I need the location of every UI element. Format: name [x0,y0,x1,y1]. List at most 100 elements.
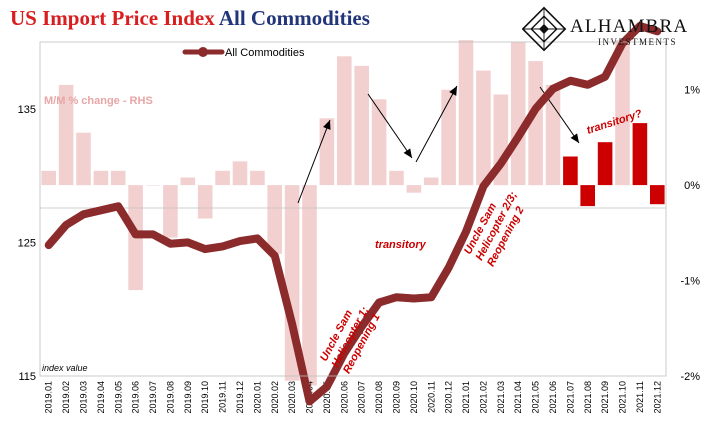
x-tick-label: 2021.03 [496,381,506,414]
x-tick-label: 2021.04 [513,381,523,414]
bar [615,40,630,186]
x-tick-label: 2020.06 [339,381,349,414]
bar [528,61,543,186]
right-axis: -2% -1% 0% 1% [680,85,700,383]
x-tick-label: 2021.06 [548,381,558,414]
x-tick-label: 2021.10 [618,381,628,414]
bar [319,118,335,186]
bar [632,123,648,186]
legend: All Commodities [182,47,305,59]
bar [58,84,74,186]
plot-frame [39,41,667,377]
left-tick-label: 125 [18,237,36,249]
x-tick-label: 2019.12 [235,381,245,414]
x-tick-label: 2021.05 [531,381,541,414]
x-tick-label: 2020.08 [374,381,384,414]
x-tick-label: 2019.09 [183,381,193,414]
bar [650,185,665,205]
x-tick-label: 2020.03 [287,381,297,414]
annotation-arrow [415,85,458,163]
x-axis: 2019.01 2019.02 2019.03 2019.04 2019.05 2019.… [44,381,663,414]
bar [76,132,91,186]
bar [597,142,613,186]
annotation-arrowhead [449,86,457,96]
right-tick-label: -2% [680,371,700,383]
logo-diamond-icon [522,6,567,52]
x-tick-label: 2020.09 [392,381,402,414]
x-tick-label: 2020.05 [322,381,332,414]
bar [510,42,526,186]
x-tick-label: 2021.01 [461,381,471,414]
x-tick-label: 2019.10 [200,381,210,414]
left-tick-label: 115 [18,371,36,383]
bar [441,89,456,186]
x-tick-label: 2019.05 [113,381,123,414]
x-tick-label: 2020.02 [270,381,280,414]
x-tick-label: 2020.10 [409,381,419,414]
x-tick-label: 2019.06 [131,381,141,414]
x-tick-label: 2020.01 [252,381,262,414]
bar [389,170,404,186]
bar [458,40,474,186]
x-tick-label: 2019.11 [218,381,228,413]
rhs-label: M/M % change - RHS [44,95,153,107]
bar [250,170,265,186]
x-tick-label: 2020.11 [426,381,436,413]
logo-name: ALHAMBRA [570,16,688,37]
x-tick-label: 2019.04 [96,381,106,414]
x-tick-label: 2019.01 [44,381,54,414]
bar [163,185,178,238]
x-tick-label: 2021.02 [478,381,488,414]
bar [580,185,595,207]
bar [180,177,196,186]
x-tick-label: 2021.12 [652,381,662,414]
bar [563,156,578,186]
bar [406,185,422,193]
alhambra-logo: ALHAMBRA INVESTMENTS [522,6,688,52]
annotation-transitory: transitory [375,239,427,251]
x-tick-label: 2019.03 [79,381,89,414]
bar [110,170,126,186]
x-tick-label: 2020.07 [357,381,367,414]
chart-title: US Import Price Index All Commodities [10,6,370,31]
bar [145,185,161,186]
logo-tagline: INVESTMENTS [598,37,677,47]
bar [354,65,369,186]
right-tick-label: 1% [684,85,700,97]
bar [423,177,439,186]
series-line-all-commodities [44,22,662,406]
x-tick-label: 2021.07 [565,381,575,414]
index-value-label: index value [42,363,88,373]
right-tick-label: 0% [684,180,700,192]
bar [41,170,56,186]
bar [93,170,109,186]
bar [337,56,352,186]
annotation-arrow [297,119,331,204]
annotation-arrow [367,93,413,159]
bar [197,185,213,219]
bar [232,161,248,186]
legend-label: All Commodities [225,47,305,59]
x-tick-label: 2019.07 [148,381,158,414]
annotation-arrowhead [323,120,331,130]
x-tick-label: 2020.12 [444,381,454,414]
bar [371,99,387,186]
arrows [297,85,580,204]
annotation-arrowhead [403,148,412,158]
legend-dot-marker [198,47,208,57]
bar [215,170,230,186]
chart-title-part2: All Commodities [218,6,370,30]
bar [545,84,561,186]
left-axis: 115 125 135 [18,104,36,383]
bar [476,70,491,186]
x-tick-label: 2021.08 [583,381,593,414]
bar [267,185,282,254]
left-tick-label: 135 [18,104,36,116]
bar [302,185,317,386]
annotation-helicopter-2-3: Uncle Sam Helicopter 2/3; Reopening 2 [462,190,527,269]
chart-title-part1: US Import Price Index [10,6,215,30]
x-tick-label: 2019.02 [61,381,71,414]
right-tick-label: -1% [680,276,700,288]
x-tick-label: 2021.09 [600,381,610,414]
